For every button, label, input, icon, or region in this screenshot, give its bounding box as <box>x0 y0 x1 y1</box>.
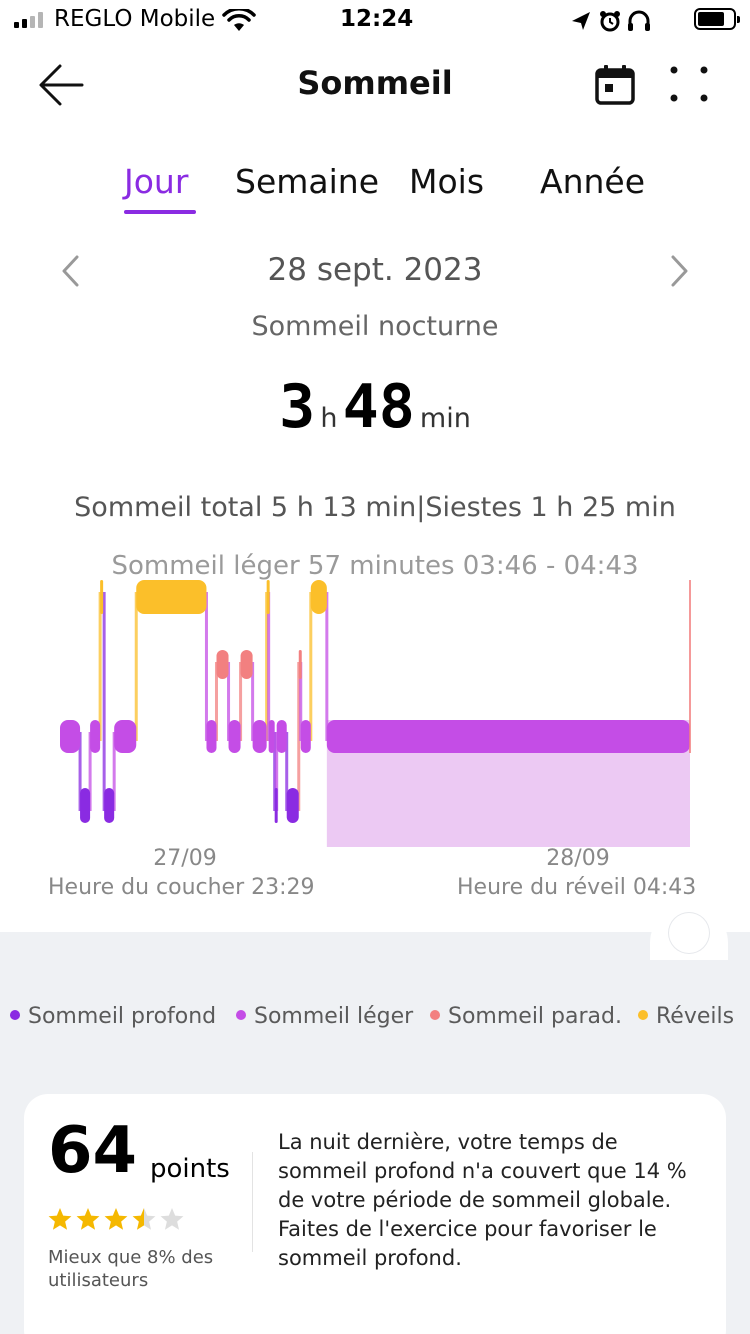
stage-transition <box>251 662 255 741</box>
card-divider <box>252 1152 253 1252</box>
sleep-segment-deep[interactable] <box>80 788 91 823</box>
duration-hours-unit: h <box>320 403 338 434</box>
stage-transition <box>112 732 116 811</box>
stage-transition <box>325 592 329 741</box>
stage-transition <box>275 732 279 811</box>
night-sleep-duration: 3 h 48 min <box>0 372 750 442</box>
sleep-score-unit: points <box>150 1154 230 1184</box>
sleep-segment-awake[interactable] <box>136 580 207 614</box>
sleep-segment-awake[interactable] <box>310 580 327 614</box>
location-arrow-icon <box>572 12 590 30</box>
star-icon <box>132 1208 156 1230</box>
sleep-segment-deep[interactable] <box>286 788 299 823</box>
headphones-icon <box>628 10 650 31</box>
stage-transition <box>299 662 303 741</box>
stage-transition <box>227 662 231 741</box>
sleep-segment-light[interactable] <box>114 720 137 753</box>
alarm-icon <box>600 11 620 32</box>
stage-transition <box>265 592 269 741</box>
drag-handle[interactable] <box>668 912 710 954</box>
duration-minutes: 48 <box>342 372 415 442</box>
page-title: Sommeil <box>297 64 453 102</box>
stage-transition <box>309 592 313 741</box>
stage-transition <box>134 592 138 741</box>
sleep-segment-awake[interactable] <box>266 580 270 614</box>
star-rating <box>48 1208 184 1230</box>
status-icons <box>572 10 650 32</box>
tab-year[interactable]: Année <box>540 162 646 201</box>
sleep-advice-text: La nuit dernière, votre temps de sommeil… <box>278 1130 687 1270</box>
sleep-segment-rem[interactable] <box>298 650 302 679</box>
legend-rem: Sommeil parad. <box>430 1004 622 1029</box>
end-date-label: 28/09 <box>546 846 610 871</box>
more-options-icon[interactable] <box>668 64 710 106</box>
legend-dot <box>236 1010 246 1020</box>
star-icon <box>48 1208 72 1230</box>
star-icon <box>160 1208 184 1230</box>
calendar-icon[interactable] <box>594 64 636 106</box>
sleep-segment-deep[interactable] <box>104 788 115 823</box>
legend-dot <box>638 1010 648 1020</box>
chart-end-marker <box>689 580 691 753</box>
sleep-segment-light[interactable] <box>300 720 311 753</box>
cellular-signal-icon <box>14 12 46 28</box>
wake-time-label: Heure du réveil 04:43 <box>457 875 697 900</box>
chevron-left-icon[interactable] <box>58 254 84 288</box>
tab-day[interactable]: Jour <box>124 162 189 201</box>
chevron-right-icon[interactable] <box>666 254 692 288</box>
sleep-segment-light[interactable] <box>90 720 101 753</box>
stage-transition <box>239 662 243 741</box>
stage-transition <box>267 592 271 741</box>
wifi-icon <box>222 9 256 31</box>
sleep-segment-light[interactable] <box>228 720 241 753</box>
sleep-segment-deep[interactable] <box>274 788 278 823</box>
sleep-segment-light[interactable] <box>206 720 217 753</box>
status-bar: REGLO Mobile 12:24 <box>0 0 750 40</box>
active-tab-indicator <box>124 210 196 214</box>
chart-tooltip: Sommeil léger 57 minutes 03:46 - 04:43 <box>111 551 639 581</box>
sleep-segment-rem[interactable] <box>240 650 253 679</box>
stage-transition <box>214 662 218 741</box>
sleep-score-card[interactable]: 64 points Mieux que 8% des utilisateurs … <box>24 1094 726 1334</box>
sleep-segment-light[interactable] <box>252 720 267 753</box>
duration-minutes-unit: min <box>419 403 471 434</box>
star-icon <box>76 1208 100 1230</box>
legend-deep: Sommeil profond <box>10 1004 216 1029</box>
stage-transition <box>297 662 301 811</box>
status-time: 12:24 <box>340 6 414 32</box>
sleep-stage-chart[interactable] <box>0 575 750 855</box>
battery-icon <box>694 8 740 30</box>
tab-week[interactable]: Semaine <box>235 162 380 201</box>
star-icon <box>104 1208 128 1230</box>
user-comparison: Mieux que 8% des utilisateurs <box>48 1247 214 1291</box>
legend-awake: Réveils <box>638 1004 734 1029</box>
stage-transition <box>204 592 208 741</box>
stage-transition <box>273 732 277 811</box>
legend-dot <box>10 1010 20 1020</box>
sleep-type-label: Sommeil nocturne <box>251 311 499 342</box>
stage-transition <box>88 732 92 811</box>
sleep-segment-light[interactable] <box>60 720 81 753</box>
back-arrow-icon[interactable] <box>36 62 86 108</box>
legend-light: Sommeil léger <box>236 1004 413 1029</box>
sleep-segment-light[interactable] <box>326 720 690 753</box>
duration-hours: 3 <box>279 372 316 442</box>
tab-month[interactable]: Mois <box>409 162 485 201</box>
sleep-segment-light[interactable] <box>268 720 275 753</box>
start-date-label: 27/09 <box>153 846 217 871</box>
bedtime-label: Heure du coucher 23:29 <box>48 875 315 900</box>
stage-transition <box>102 592 106 811</box>
legend-dot <box>430 1010 440 1020</box>
sleep-score-value: 64 <box>48 1114 138 1188</box>
stage-transition <box>78 732 82 811</box>
sleep-segment-rem[interactable] <box>216 650 229 679</box>
stage-transition <box>285 732 289 811</box>
carrier-name: REGLO Mobile <box>54 6 216 32</box>
selected-date: 28 sept. 2023 <box>267 252 483 288</box>
sleep-segment-awake[interactable] <box>100 580 104 614</box>
sleep-totals: Sommeil total 5 h 13 min|Siestes 1 h 25 … <box>74 492 676 523</box>
stage-transition <box>98 592 102 741</box>
sleep-segment-light[interactable] <box>276 720 287 753</box>
